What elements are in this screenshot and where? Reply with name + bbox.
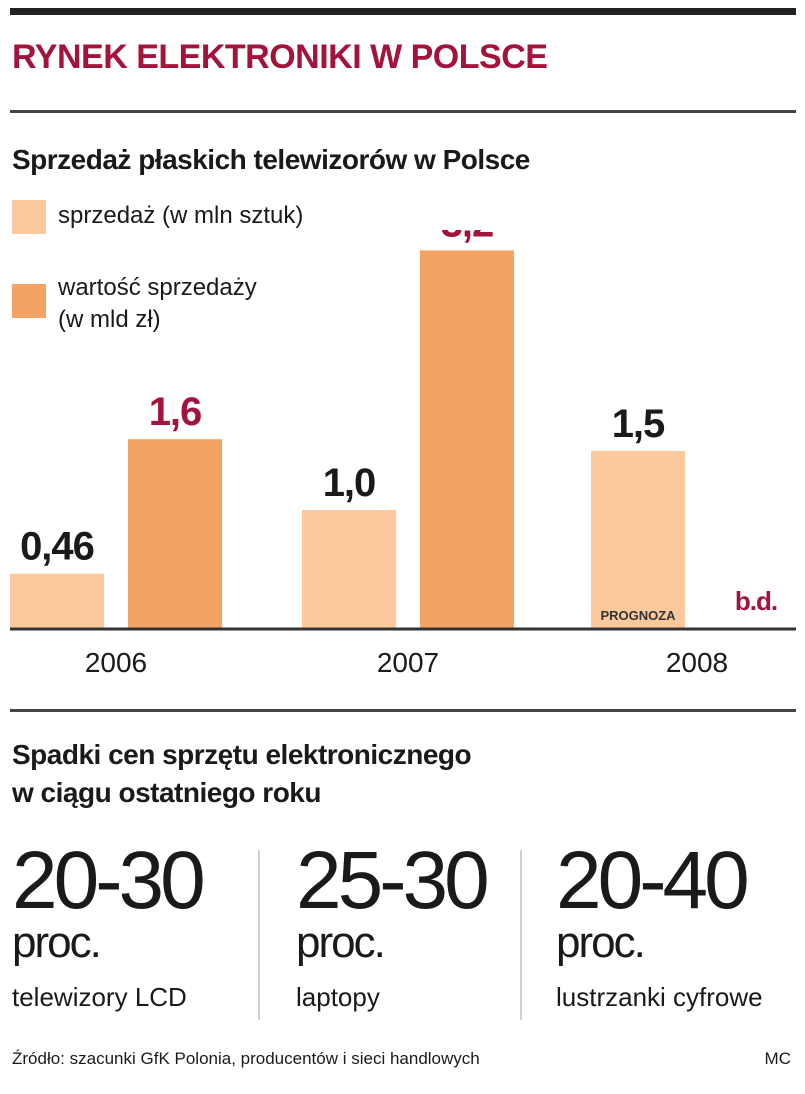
x-tick-label-2008: 2008 bbox=[666, 647, 728, 678]
chart-subtitle: Sprzedaż płaskich telewizorów w Polsce bbox=[12, 144, 530, 175]
data-label-2008-series-1: b.d. bbox=[735, 586, 777, 616]
stat-label: telewizory LCD bbox=[12, 982, 187, 1012]
title-rule bbox=[10, 110, 796, 113]
stat-label: lustrzanki cyfrowe bbox=[556, 982, 763, 1012]
legend-swatch-value bbox=[12, 284, 46, 318]
bar-2007-series-0 bbox=[302, 510, 396, 628]
stat-divider bbox=[258, 850, 260, 1020]
data-label-2006-series-1: 1,6 bbox=[149, 390, 202, 434]
x-tick-label-2007: 2007 bbox=[377, 647, 439, 678]
data-label-2008-series-0: 1,5 bbox=[612, 402, 665, 446]
stat-laptops: 25-30 proc. laptopy bbox=[296, 835, 490, 1014]
stat-divider bbox=[520, 850, 522, 1020]
data-label-2007-series-1: 3,2 bbox=[441, 230, 494, 245]
top-rule bbox=[10, 8, 796, 15]
legend-label-value: wartość sprzedaży bbox=[58, 274, 257, 301]
stat-value: 20-30 bbox=[12, 835, 206, 926]
stat-unit: proc. bbox=[556, 918, 646, 967]
bar-2006-series-0 bbox=[10, 573, 104, 628]
annotation-forecast: PROGNOZA bbox=[600, 608, 676, 623]
main-title: RYNEK ELEKTRONIKI W POLSCE bbox=[12, 38, 548, 76]
section-rule bbox=[10, 709, 796, 712]
legend-swatch-sales bbox=[12, 200, 46, 234]
stat-value: 20-40 bbox=[556, 835, 750, 926]
author-credit: MC bbox=[764, 1049, 791, 1068]
bar-chart: 0,46 1,6 2006 1,0 3,2 2007 1,5 b.d. 2008 PROGNOZA bbox=[10, 230, 796, 678]
stat-label: laptopy bbox=[296, 982, 380, 1012]
stat-unit: proc. bbox=[12, 918, 102, 967]
data-label-2007-series-0: 1,0 bbox=[323, 461, 376, 505]
section-title-line2: w ciągu ostatniego roku bbox=[12, 777, 321, 808]
bar-2006-series-1 bbox=[128, 439, 222, 628]
section-title: Spadki cen sprzętu elektronicznego w cią… bbox=[12, 736, 472, 812]
stat-value: 25-30 bbox=[296, 835, 490, 926]
legend-label-value-unit: (w mld zł) bbox=[58, 306, 161, 333]
section-title-line1: Spadki cen sprzętu elektronicznego bbox=[12, 739, 472, 770]
x-tick-label-2006: 2006 bbox=[85, 647, 147, 678]
legend-label-sales: sprzedaż (w mln sztuk) bbox=[58, 202, 304, 229]
data-label-2006-series-0: 0,46 bbox=[20, 525, 94, 569]
stat-cameras: 20-40 proc. lustrzanki cyfrowe bbox=[556, 838, 763, 1014]
bar-2008-series-0 bbox=[591, 451, 685, 628]
bar-2007-series-1 bbox=[420, 250, 514, 628]
stat-lcd: 20-30 proc. telewizory LCD bbox=[12, 835, 206, 1014]
stat-unit: proc. bbox=[296, 918, 386, 967]
source-note: Źródło: szacunki GfK Polonia, producentó… bbox=[12, 1049, 480, 1068]
